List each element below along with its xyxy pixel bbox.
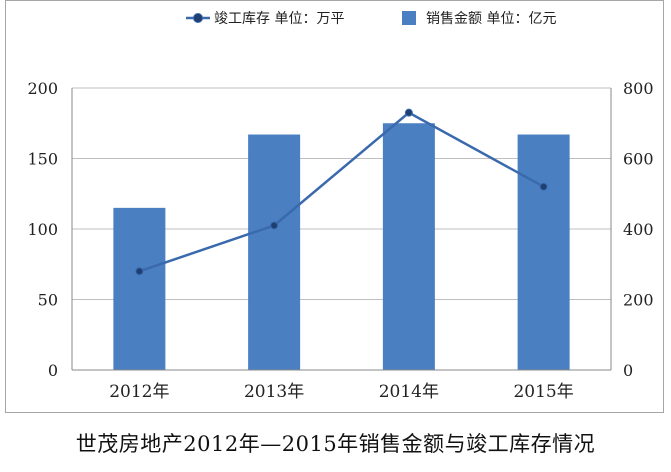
y-right-tick-label: 800: [623, 79, 654, 98]
y-right-tick-label: 600: [623, 150, 654, 169]
x-tick-label: 2014年: [379, 382, 439, 402]
bar: [113, 207, 166, 370]
y-left-tick-label: 200: [27, 79, 58, 98]
line-point: [539, 182, 548, 191]
legend-line-label: 竣工库存 单位：万平: [214, 11, 344, 27]
figure-caption: 世茂房地产2012年—2015年销售金额与竣工库存情况: [75, 432, 596, 456]
y-left-tick-label: 50: [38, 291, 58, 310]
bar: [517, 134, 570, 370]
bar: [382, 123, 435, 370]
line-point: [270, 221, 279, 230]
bar-series: [113, 123, 570, 370]
y-right-tick-label: 200: [623, 291, 654, 310]
legend: 竣工库存 单位：万平 销售金额 单位：亿元: [186, 11, 556, 27]
axes: 0 50 100 150 200 0 200 400 600 800 2012年 2013年 2014年…: [27, 79, 653, 402]
x-tick-label: 2013年: [244, 382, 304, 402]
legend-line-marker: [193, 13, 203, 23]
legend-bar-swatch: [402, 11, 416, 25]
x-tick-label: 2012年: [109, 382, 169, 402]
legend-bar-label: 销售金额 单位：亿元: [426, 11, 556, 27]
line-path: [138, 111, 545, 273]
line-point: [135, 267, 144, 276]
line-series: [135, 108, 548, 276]
y-right-tick-label: 0: [623, 361, 633, 380]
bar: [248, 134, 301, 370]
line-point: [404, 108, 413, 117]
x-tick-label: 2015年: [513, 382, 573, 402]
y-left-tick-label: 150: [27, 150, 58, 169]
y-left-tick-label: 100: [27, 220, 58, 239]
y-left-tick-label: 0: [48, 361, 58, 380]
y-right-tick-label: 400: [623, 220, 654, 239]
